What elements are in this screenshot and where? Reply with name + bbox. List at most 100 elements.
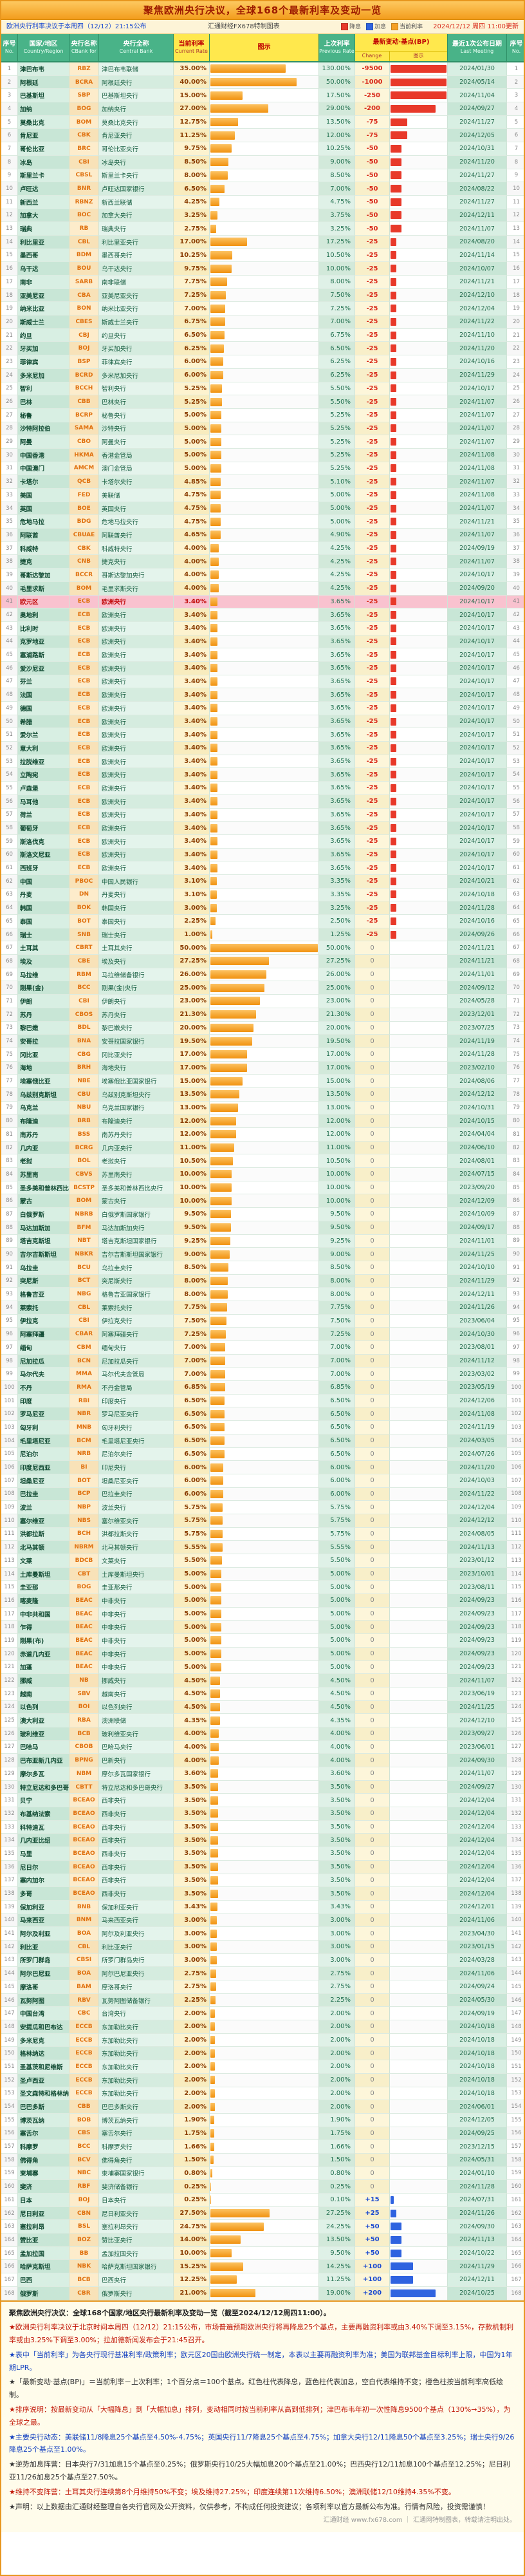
- change-bar: [390, 1487, 448, 1501]
- cut-bar-fill: [391, 491, 396, 499]
- rate-bar: [210, 1700, 319, 1715]
- last-meeting-date: 2024/10/10: [448, 1261, 507, 1275]
- note-line: ★表中「当前利率」为各央行现行基准利率/政策利率；欧元区20国由欧洲央行统一制定…: [9, 2350, 513, 2372]
- cbank-name: 巴林央行: [99, 395, 174, 409]
- previous-rate: 19.00%: [319, 2286, 355, 2300]
- rate-bar: [210, 2060, 319, 2074]
- change-bp: +50: [355, 2246, 390, 2261]
- rate-bar-fill: [210, 770, 218, 779]
- cbank-code: RBF: [69, 2180, 99, 2194]
- previous-rate: 3.65%: [319, 834, 355, 849]
- row-no-right: 53: [507, 755, 524, 769]
- rate-bar-fill: [210, 371, 224, 380]
- previous-rate: 2.00%: [319, 2047, 355, 2061]
- rate-bar-fill: [210, 2022, 215, 2031]
- row-no-right: 79: [507, 1101, 524, 1115]
- row-no: 148: [1, 2020, 18, 2034]
- last-meeting-date: 2024/11/26: [448, 1301, 507, 1315]
- row-no-right: 41: [507, 595, 524, 609]
- cbank-code: CBC: [69, 2007, 99, 2021]
- rate-bar-fill: [210, 2209, 270, 2218]
- current-rate: 1.50%: [174, 2153, 210, 2167]
- change-bar: [390, 661, 448, 675]
- last-meeting-date: 2024/12/01: [448, 1900, 507, 1914]
- change-bar: [390, 675, 448, 689]
- table-row: 5 莫桑比克 BOM 莫桑比克央行 12.75% 13.50% -75 2024/11/27 5: [1, 115, 524, 129]
- rate-bar: [210, 2286, 319, 2300]
- change-bar: [390, 1740, 448, 1754]
- cbank-name: 西非央行: [99, 1834, 174, 1848]
- table-row: 34 英国 BOE 英国央行 4.75% 5.00% -25 2024/11/07 34: [1, 502, 524, 516]
- table-row: 81 南苏丹 BSS 南苏丹央行 12.00% 12.00% 0 2024/04/04 81: [1, 1128, 524, 1142]
- change-bar: [390, 1208, 448, 1221]
- last-meeting-date: 2024/12/04: [448, 1860, 507, 1874]
- current-rate: 11.25%: [174, 129, 210, 143]
- row-no: 168: [1, 2286, 18, 2300]
- table-row: 133 科特迪瓦 BCEAO 西非央行 3.50% 3.50% 0 2024/12/04 133: [1, 1820, 524, 1834]
- last-meeting-date: 2024/11/27: [448, 169, 507, 183]
- cbank-name: 西非央行: [99, 1794, 174, 1808]
- change-bp: 0: [355, 1727, 390, 1741]
- row-no-right: 46: [507, 661, 524, 675]
- row-no: 82: [1, 1141, 18, 1155]
- row-no: 119: [1, 1634, 18, 1648]
- rate-bar-fill: [210, 437, 221, 446]
- row-no-right: 7: [507, 142, 524, 156]
- rate-bar-fill: [210, 1357, 226, 1366]
- change-bp: -25: [355, 608, 390, 622]
- change-bar: [390, 1887, 448, 1901]
- current-rate: 4.00%: [174, 1754, 210, 1767]
- change-bp: -25: [355, 861, 390, 875]
- cbank-code: CBRT: [69, 941, 99, 955]
- row-no: 157: [1, 2140, 18, 2154]
- table-row: 97 缅甸 CBM 缅甸央行 7.00% 7.00% 0 2023/08/01 97: [1, 1341, 524, 1355]
- current-rate: 3.40%: [174, 822, 210, 835]
- row-no: 45: [1, 648, 18, 662]
- country-name: 越南: [18, 1687, 69, 1701]
- current-rate: 5.75%: [174, 1514, 210, 1528]
- cbank-code: BOA: [69, 1927, 99, 1941]
- previous-rate: 3.65%: [319, 808, 355, 822]
- cbank-code: RMA: [69, 1381, 99, 1395]
- row-no-right: 110: [507, 1514, 524, 1528]
- rate-bar-fill: [210, 184, 225, 193]
- country-name: 卡塔尔: [18, 475, 69, 489]
- table-row: 8 冰岛 CBI 冰岛央行 8.50% 9.00% -50 2024/11/20 8: [1, 155, 524, 169]
- previous-rate: 1.75%: [319, 2127, 355, 2141]
- last-meeting-date: 2024/11/21: [448, 515, 507, 529]
- cbank-name: 东加勒比央行: [99, 2060, 174, 2074]
- cbank-code: BOK: [69, 901, 99, 915]
- change-bar: [390, 1288, 448, 1301]
- row-no: 151: [1, 2060, 18, 2074]
- current-rate: 4.65%: [174, 529, 210, 542]
- country-name: 奥地利: [18, 608, 69, 622]
- row-no: 113: [1, 1554, 18, 1568]
- cbank-code: RBZ: [69, 62, 99, 76]
- rate-bar-fill: [210, 1596, 221, 1605]
- cut-color-swatch: [341, 23, 349, 30]
- row-no: 96: [1, 1328, 18, 1341]
- rate-bar: [210, 1274, 319, 1288]
- previous-rate: 9.00%: [319, 155, 355, 169]
- rate-bar: [210, 1940, 319, 1954]
- rate-bar-fill: [210, 91, 243, 100]
- row-no-right: 37: [507, 541, 524, 556]
- cbank-code: ECB: [69, 635, 99, 649]
- last-meeting-date: 2024/10/17: [448, 834, 507, 849]
- current-rate: 3.40%: [174, 702, 210, 715]
- change-bar: [390, 702, 448, 715]
- table-row: 63 丹麦 DN 丹麦央行 3.10% 3.35% -25 2024/10/18 63: [1, 888, 524, 902]
- row-no: 134: [1, 1834, 18, 1848]
- last-meeting-date: 2024/03/05: [448, 1434, 507, 1448]
- rate-bar: [210, 169, 319, 183]
- change-bar: [390, 342, 448, 356]
- rate-bar-fill: [210, 2195, 211, 2205]
- row-no-right: 71: [507, 995, 524, 1008]
- current-rate: 3.00%: [174, 901, 210, 915]
- current-rate: 7.00%: [174, 1354, 210, 1368]
- change-bar: [390, 848, 448, 862]
- table-row: 77 埃塞俄比亚 NBE 埃塞俄比亚国家银行 15.00% 15.00% 0 2024/08/…: [1, 1075, 524, 1088]
- row-no-right: 123: [507, 1687, 524, 1701]
- country-name: 巴基斯坦: [18, 89, 69, 103]
- current-rate: 5.00%: [174, 1621, 210, 1635]
